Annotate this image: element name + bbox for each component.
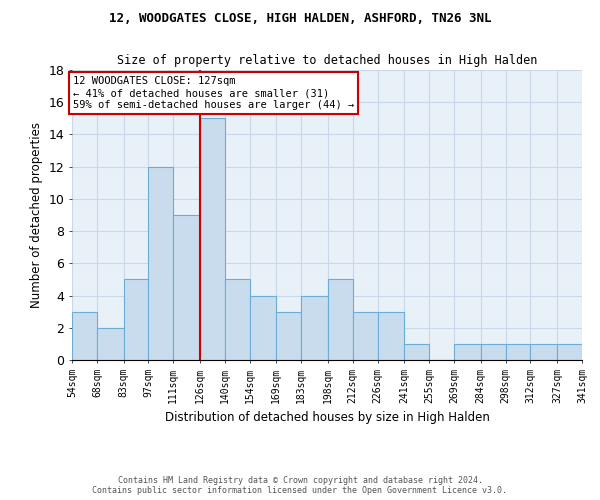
Bar (173, 215, 200, 360)
Bar (97, 328, 124, 360)
Text: 12 WOODGATES CLOSE: 127sqm
← 41% of detached houses are smaller (31)
59% of semi: 12 WOODGATES CLOSE: 127sqm ← 41% of deta… (73, 76, 354, 110)
Bar (454, 344, 481, 360)
Bar (404, 344, 429, 360)
Bar (557, 344, 582, 360)
Bar (225, 280, 250, 360)
Bar (250, 296, 277, 360)
Bar (481, 344, 506, 360)
Title: Size of property relative to detached houses in High Halden: Size of property relative to detached ho… (117, 54, 537, 68)
Bar (124, 280, 148, 360)
Bar (506, 344, 530, 360)
Bar (72, 312, 97, 360)
Bar (328, 280, 353, 360)
Bar (377, 312, 404, 360)
X-axis label: Distribution of detached houses by size in High Halden: Distribution of detached houses by size … (164, 411, 490, 424)
Bar (148, 166, 173, 360)
Bar (200, 118, 225, 360)
Text: 12, WOODGATES CLOSE, HIGH HALDEN, ASHFORD, TN26 3NL: 12, WOODGATES CLOSE, HIGH HALDEN, ASHFOR… (109, 12, 491, 26)
Y-axis label: Number of detached properties: Number of detached properties (30, 122, 43, 308)
Bar (530, 344, 557, 360)
Bar (277, 312, 301, 360)
Bar (353, 312, 377, 360)
Text: Contains HM Land Registry data © Crown copyright and database right 2024.
Contai: Contains HM Land Registry data © Crown c… (92, 476, 508, 495)
Bar (301, 296, 328, 360)
